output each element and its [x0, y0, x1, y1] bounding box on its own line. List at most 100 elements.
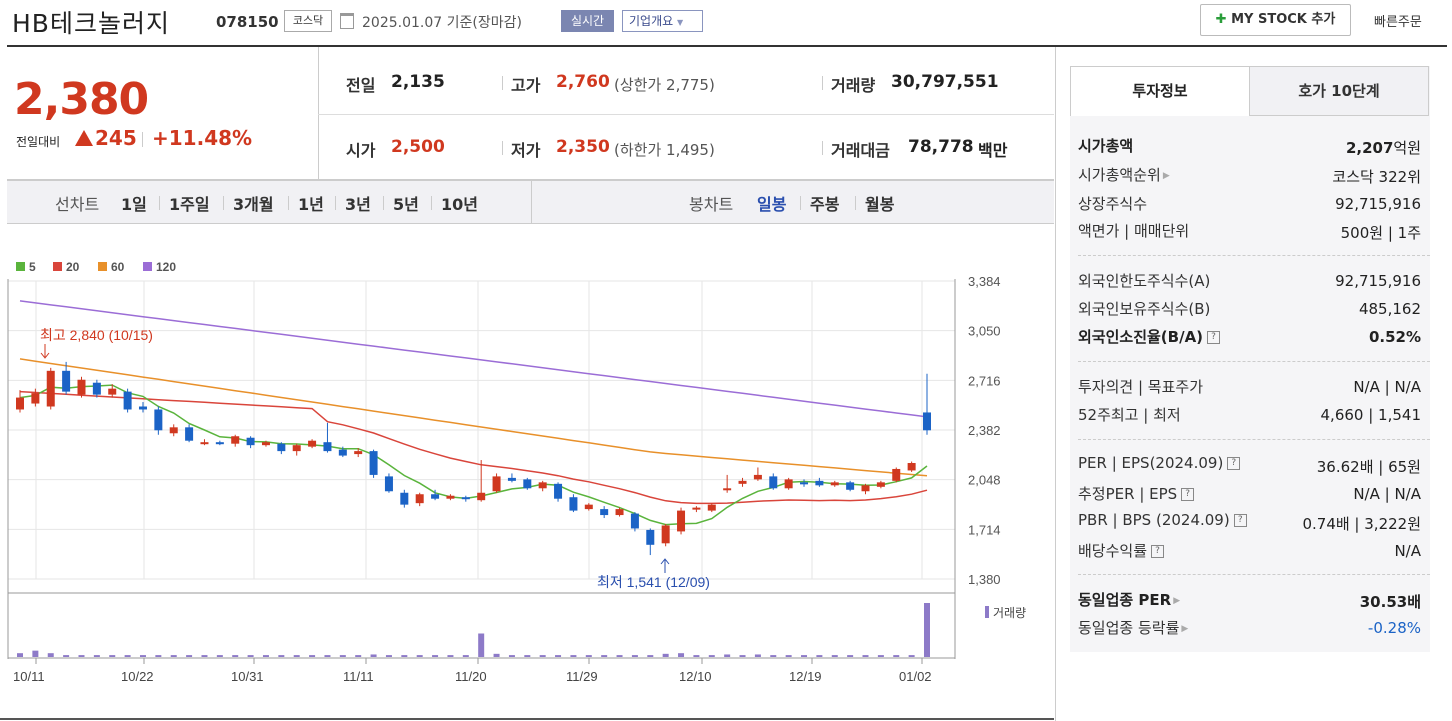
- candle-body: [600, 509, 609, 516]
- tab-invest-info[interactable]: 투자정보: [1070, 66, 1250, 116]
- legend-swatch: [98, 262, 107, 271]
- market-cap-value: 2,207억원: [1345, 139, 1421, 157]
- candle-body: [62, 370, 71, 392]
- candle-body: [31, 393, 40, 404]
- upper-limit: (상한가 2,775): [614, 76, 715, 94]
- period-5y[interactable]: 5년: [393, 195, 419, 214]
- stock-name: HB테크놀러지: [12, 9, 170, 38]
- volume-bar: [78, 655, 85, 657]
- period-1d[interactable]: 1일: [121, 195, 147, 214]
- candle-daily[interactable]: 일봉: [757, 195, 787, 214]
- change-percent: +11.48%: [152, 126, 253, 150]
- candle-body: [507, 477, 516, 481]
- candle-monthly[interactable]: 월봉: [865, 195, 895, 214]
- x-tick-label: 01/02: [899, 669, 932, 684]
- help-icon[interactable]: ?: [1151, 545, 1165, 558]
- info-label: 외국인한도주식수(A): [1078, 272, 1211, 290]
- candle-body: [308, 440, 317, 447]
- period-1w[interactable]: 1주일: [169, 195, 210, 214]
- info-label: PER | EPS(2024.09): [1078, 454, 1224, 472]
- info-label: 외국인소진율(B/A): [1078, 328, 1204, 346]
- x-tick-label: 11/29: [566, 669, 598, 684]
- candle-body: [523, 479, 532, 489]
- volume-bar: [601, 655, 608, 657]
- separator: [383, 196, 384, 210]
- company-overview-dropdown[interactable]: 기업개요 ▼: [622, 10, 703, 32]
- legend-swatch: [16, 262, 25, 271]
- x-tick-label: 10/11: [13, 669, 45, 684]
- volume-bar: [862, 655, 869, 657]
- info-value: 485,162: [1358, 300, 1421, 318]
- realtime-button[interactable]: 실시간: [561, 10, 614, 32]
- info-label-industry-change[interactable]: 동일업종 등락률 ▶: [1078, 617, 1188, 638]
- period-3y[interactable]: 3년: [345, 195, 371, 214]
- y-tick-label: 2,048: [968, 473, 1001, 488]
- plus-icon: ✚: [1215, 12, 1227, 27]
- info-value: N/A: [1394, 542, 1421, 560]
- candle-body: [846, 482, 855, 490]
- candle-body: [769, 476, 778, 489]
- info-label-pbr: PBR | BPS (2024.09)?: [1078, 511, 1247, 529]
- price-chart[interactable]: 3,384 3,050 2,716 2,382 2,048 1,714 1,380 5 20 60…: [0, 224, 1054, 721]
- candle-body: [123, 391, 132, 410]
- my-stock-add-button[interactable]: ✚ MY STOCK 추가: [1200, 4, 1351, 36]
- volume-bar: [370, 654, 377, 657]
- volume-bar: [309, 655, 316, 657]
- period-1y[interactable]: 1년: [298, 195, 324, 214]
- info-label-est-per: 추정PER | EPS?: [1078, 483, 1195, 504]
- volume-bar: [324, 655, 331, 657]
- candle-body: [753, 474, 762, 480]
- volume-bar: [447, 655, 454, 657]
- quick-order-link[interactable]: 빠른주문: [1374, 15, 1422, 30]
- separator: [159, 196, 160, 210]
- high-arrow-head: [40, 352, 50, 359]
- info-value: 500원 | 1주: [1340, 224, 1421, 242]
- legend-label: 5: [29, 260, 36, 274]
- prev-close-label: 전일: [346, 76, 376, 95]
- change-label: 전일대비: [16, 135, 61, 149]
- volume-bar: [47, 653, 54, 657]
- help-icon[interactable]: ?: [1181, 488, 1195, 501]
- info-label: 상장주식수: [1078, 195, 1148, 213]
- help-icon[interactable]: ?: [1233, 514, 1247, 527]
- period-3m[interactable]: 3개월: [233, 195, 274, 214]
- x-tick-label: 12/19: [789, 669, 822, 684]
- info-label-rank[interactable]: 시가총액순위 ▶: [1078, 164, 1170, 185]
- candle-body: [46, 370, 55, 407]
- volume-bar: [432, 655, 439, 657]
- ma60-line: [19, 358, 928, 477]
- invest-info-panel: [1070, 66, 1430, 652]
- volume-bar: [847, 655, 854, 657]
- candle-body: [154, 409, 163, 431]
- volume-bar: [155, 655, 162, 657]
- candle-weekly[interactable]: 주봉: [810, 195, 840, 214]
- info-label: 동일업종 PER: [1078, 591, 1172, 609]
- candle-body: [661, 525, 670, 544]
- trade-amount-unit: 백만: [978, 141, 1008, 160]
- low-label: 저가: [511, 141, 541, 160]
- period-10y[interactable]: 10년: [441, 195, 478, 214]
- volume-bar: [647, 655, 654, 657]
- info-value: 30.53배: [1359, 593, 1421, 611]
- help-icon[interactable]: ?: [1207, 331, 1221, 344]
- candle-body: [261, 442, 270, 446]
- separator: [502, 76, 503, 90]
- volume-bar: [355, 655, 362, 657]
- info-label: 동일업종 등락률: [1078, 619, 1180, 637]
- help-icon[interactable]: ?: [1227, 457, 1241, 470]
- candle-body: [876, 482, 885, 487]
- volume-bar: [816, 655, 823, 657]
- info-value: 36.62배 | 65원: [1316, 458, 1421, 476]
- info-value: 92,715,916: [1335, 195, 1421, 213]
- volume-bar: [893, 655, 900, 657]
- low-arrow-head: [660, 558, 670, 565]
- volume-bar: [508, 655, 515, 657]
- volume-bar: [339, 655, 346, 657]
- info-label-industry-per[interactable]: 동일업종 PER ▶: [1078, 589, 1180, 610]
- volume-bar: [186, 655, 193, 657]
- candle-body: [323, 442, 332, 452]
- volume-bar: [631, 655, 638, 657]
- calendar-icon: [340, 13, 354, 29]
- tab-order-book[interactable]: 호가 10단계: [1249, 66, 1429, 116]
- x-tick-label: 10/31: [231, 669, 264, 684]
